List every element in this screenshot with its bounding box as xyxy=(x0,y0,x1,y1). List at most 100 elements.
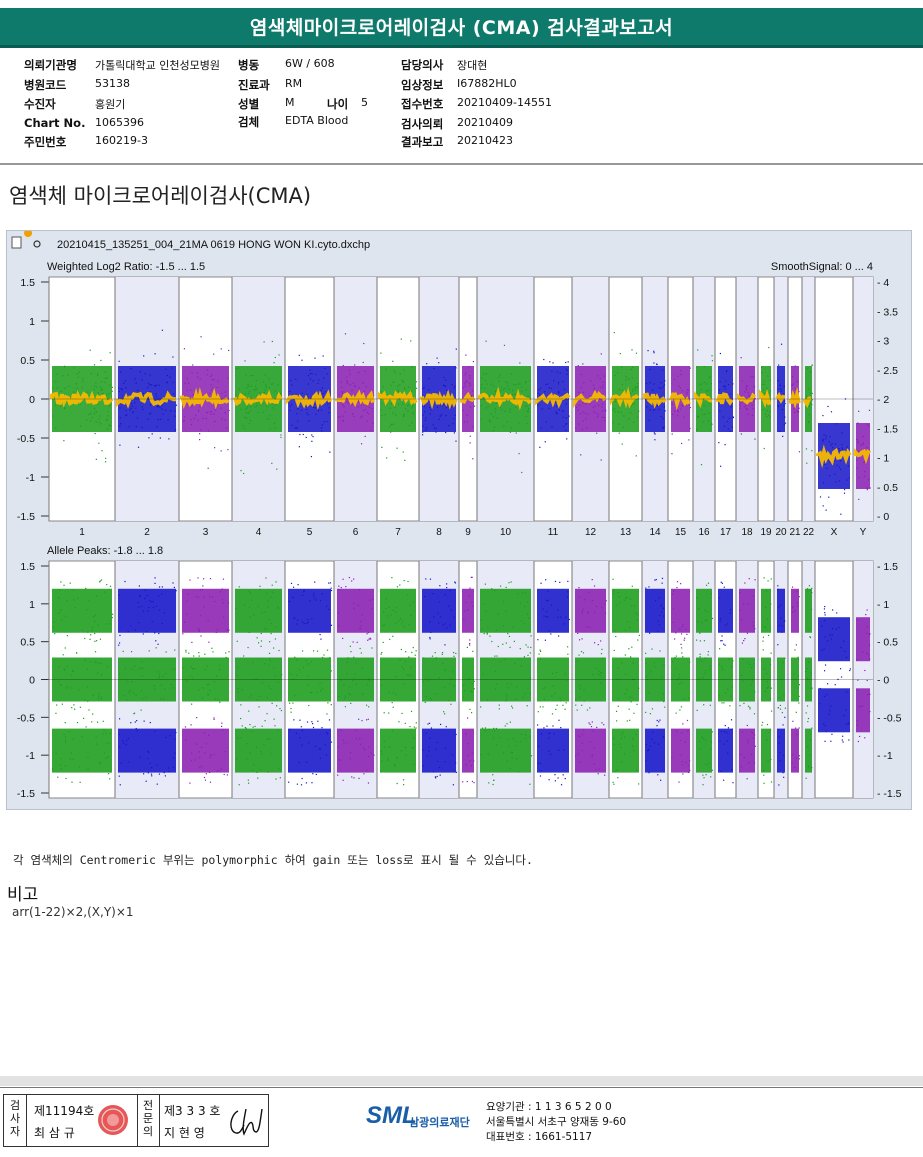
patient-info: 의뢰기관명 가톨릭대학교 인천성모병원 병원코드 53138 수진자 홍원기 C… xyxy=(0,52,923,165)
plots-layer: 1.5 1 0.5 0 -0.5 -1 -1.5 - 4 - 3.5 - 3 - 2.5 - 2 - 1… xyxy=(17,276,902,800)
chromosome-block-X xyxy=(814,561,851,798)
plot1-right-label: SmoothSignal: 0 ... 4 xyxy=(771,261,873,273)
chromosome-label: X xyxy=(831,527,838,538)
chromosome-label: 22 xyxy=(803,527,815,538)
info-label-department: 진료과 xyxy=(238,78,270,92)
remark-title: 비고 xyxy=(7,885,39,905)
info-value-ward: 6W / 608 xyxy=(285,57,335,70)
y-tick-label: 0.5 xyxy=(20,637,35,649)
cma-plot-svg: 20210415_135251_004_21MA 0619 HONG WON K… xyxy=(11,231,902,800)
y-tick-label: 1.5 xyxy=(20,277,35,289)
y2-tick-label: - -1.5 xyxy=(877,788,902,800)
info-label-doctor: 담당의사 xyxy=(401,58,444,72)
y-tick-label: 0.5 xyxy=(20,355,35,367)
log2-panel: 1.5 1 0.5 0 -0.5 -1 -1.5 - 4 - 3.5 - 3 - 2.5 - 2 - 1… xyxy=(17,276,898,523)
info-label-receipt-no: 접수번호 xyxy=(401,97,444,111)
chromosome-label: 16 xyxy=(698,527,710,538)
info-value-receipt-no: 20210409-14551 xyxy=(457,96,552,109)
centromere-note: 각 염색체의 Centromeric 부위는 polymorphic 하여 ga… xyxy=(13,853,533,867)
y-tick-label: -1 xyxy=(26,472,35,484)
chromosome-label: 20 xyxy=(775,527,787,538)
chromosome-label: 9 xyxy=(465,527,471,538)
chromosome-label: 12 xyxy=(585,527,597,538)
chromosome-label: 18 xyxy=(741,527,753,538)
y-tick-label: 1 xyxy=(29,316,35,328)
info-label-report-date: 결과보고 xyxy=(401,135,444,149)
y2-tick-label: - 1.5 xyxy=(877,423,898,435)
info-value-chart-no: 1065396 xyxy=(95,116,144,129)
y-tick-label: 1 xyxy=(29,599,35,611)
info-label-resident-no: 주민번호 xyxy=(24,135,67,149)
chromosome-block-14 xyxy=(641,561,668,798)
chromosome-label: 1 xyxy=(79,527,85,538)
section-title: 염색체 마이크로어레이검사(CMA) xyxy=(9,184,312,208)
info-value-specimen: EDTA Blood xyxy=(285,114,349,127)
y2-tick-label: - -0.5 xyxy=(877,712,902,724)
address-line: 요양기관 : 1 1 3 6 5 2 0 0 xyxy=(486,1101,612,1113)
info-value-patient: 홍원기 xyxy=(95,98,126,111)
y2-tick-label: - 1 xyxy=(877,599,889,611)
info-value-age: 5 xyxy=(361,96,368,109)
file-name: 20210415_135251_004_21MA 0619 HONG WON K… xyxy=(57,239,370,251)
plot1-label: Weighted Log2 Ratio: -1.5 ... 1.5 xyxy=(47,261,205,273)
info-value-request-date: 20210409 xyxy=(457,116,513,129)
y2-tick-label: - 3.5 xyxy=(877,306,898,318)
reviewer-name: 지 현 영 xyxy=(164,1126,205,1140)
chromosome-label: 17 xyxy=(720,527,732,538)
chromosome-label: 7 xyxy=(395,527,401,538)
chromosome-label: 6 xyxy=(353,527,359,538)
info-value-hospital-code: 53138 xyxy=(95,77,130,90)
chromosome-label: 19 xyxy=(760,527,772,538)
y-tick-label: 1.5 xyxy=(20,561,35,573)
inspector-seal-icon xyxy=(98,1105,128,1135)
info-label-requester: 의뢰기관명 xyxy=(24,58,77,72)
y2-tick-label: - 0 xyxy=(877,511,889,523)
info-value-report-date: 20210423 xyxy=(457,134,513,147)
chromosome-label: 4 xyxy=(256,527,262,538)
y2-tick-label: - 3 xyxy=(877,336,889,348)
inspector-name: 최 삼 규 xyxy=(34,1126,75,1140)
remark-value: arr(1-22)×2,(X,Y)×1 xyxy=(12,905,134,919)
chromosome-label: 2 xyxy=(144,527,150,538)
footer-divider xyxy=(0,1087,923,1088)
y-tick-label: -1 xyxy=(26,750,35,762)
info-label-specimen: 검체 xyxy=(238,115,260,129)
y-tick-label: -1.5 xyxy=(17,788,35,800)
org-address: 요양기관 : 1 1 3 6 5 2 0 0 서울특별시 서초구 양재동 9-6… xyxy=(486,1100,626,1145)
y2-tick-label: - 1 xyxy=(877,453,889,465)
footer-band xyxy=(0,1076,923,1086)
inspector-license-no: 제11194호 xyxy=(34,1104,95,1118)
info-label-chart-no: Chart No. xyxy=(24,116,86,130)
report-title-bar: 염색체마이크로어레이검사 (CMA) 검사결과보고서 xyxy=(0,8,923,48)
chromosome-label: 10 xyxy=(500,527,512,538)
cma-figure: 20210415_135251_004_21MA 0619 HONG WON K… xyxy=(6,230,912,810)
y2-tick-label: - 2 xyxy=(877,394,889,406)
inspector-label: 검사자 xyxy=(9,1099,21,1138)
y-tick-label: -1.5 xyxy=(17,511,35,523)
file-icons xyxy=(11,231,41,249)
allele-panel: 1.5 1 0.5 0 -0.5 -1 -1.5 - 1.5 - 1 - 0.5 - 0 - -0.5… xyxy=(17,560,902,800)
address-line: 서울특별시 서초구 양재동 9-60 xyxy=(486,1116,627,1128)
info-value-resident-no: 160219-3 xyxy=(95,134,148,147)
info-label-age: 나이 xyxy=(327,97,349,111)
address-line: 대표번호 : 1661-5117 xyxy=(486,1131,593,1143)
info-value-department: RM xyxy=(285,77,303,90)
stamp-divider xyxy=(159,1095,160,1146)
stamp-divider xyxy=(137,1095,138,1146)
plot2-label: Allele Peaks: -1.8 ... 1.8 xyxy=(47,545,163,557)
report-title: 염색체마이크로어레이검사 (CMA) 검사결과보고서 xyxy=(249,17,674,39)
chromosome-block-7 xyxy=(376,561,417,798)
y-tick-label: -0.5 xyxy=(17,712,35,724)
chromosome-label: 11 xyxy=(548,527,559,538)
info-label-request-date: 검사의뢰 xyxy=(401,117,444,131)
y2-tick-label: - 0.5 xyxy=(877,482,898,494)
chromosome-block-5 xyxy=(284,561,333,798)
info-value-sex: M xyxy=(285,96,295,109)
reviewer-label: 전문의 xyxy=(142,1099,154,1138)
chromosome-label: Y xyxy=(860,527,867,538)
chromosome-block-9 xyxy=(458,561,475,798)
chromosome-label: 15 xyxy=(675,527,687,538)
logo-mark: SML xyxy=(366,1102,417,1129)
y2-tick-label: - 2.5 xyxy=(877,365,898,377)
reviewer-license-no: 제3 3 3 호 xyxy=(164,1104,221,1118)
